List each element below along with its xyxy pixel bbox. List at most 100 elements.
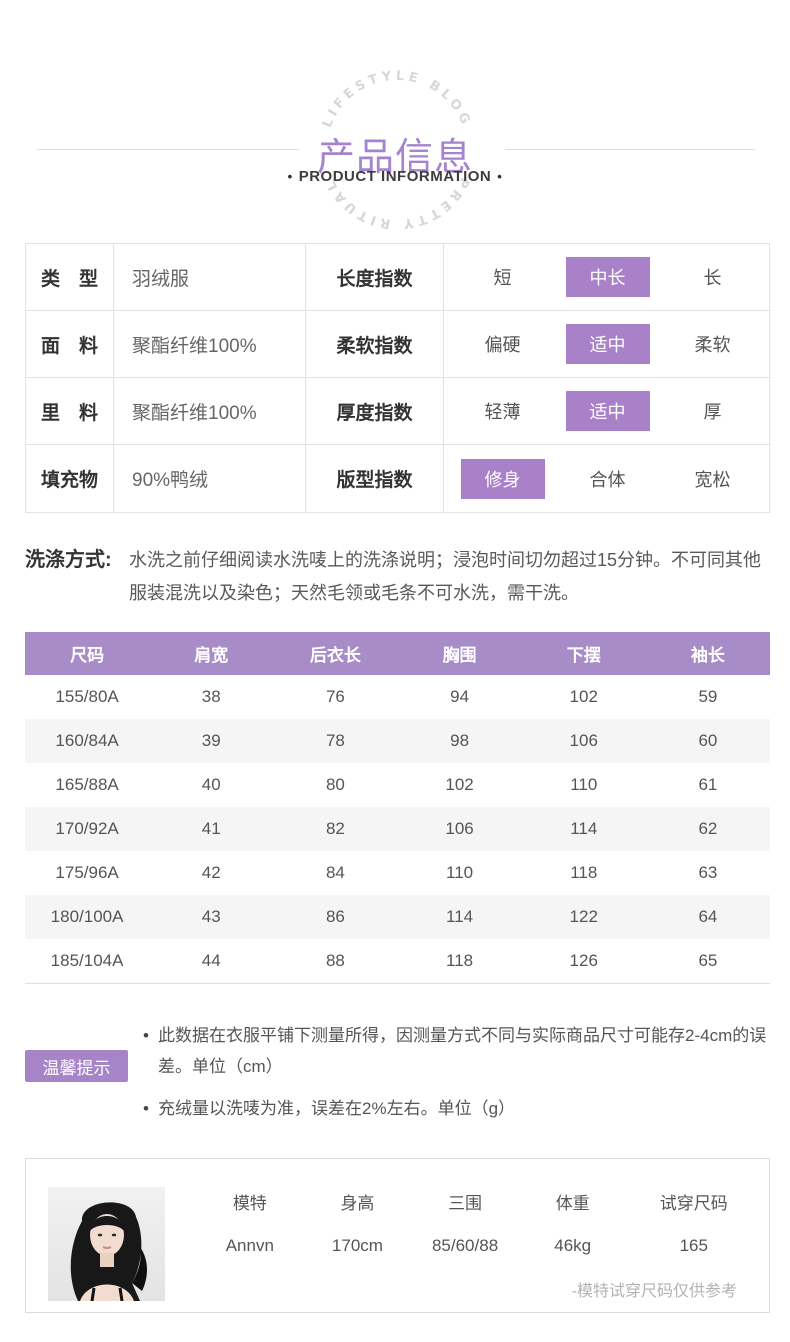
size-cell: 185/104A: [50, 951, 124, 970]
tip-item: • 充绒量以洗唛为准，误差在2%左右。单位（g）: [143, 1093, 771, 1124]
size-cell: 44: [201, 951, 221, 970]
attr-value: 聚酯纤维100%: [114, 311, 306, 378]
page-subtitle-text: PRODUCT INFORMATION: [298, 168, 492, 185]
size-header-cell: 尺码: [70, 646, 105, 665]
size-cell: 84: [325, 863, 345, 882]
size-cell: 175/96A: [55, 863, 119, 882]
size-cell: 41: [201, 819, 221, 838]
washing-method-label: 洗涤方式:: [25, 549, 112, 571]
size-cell: 88: [325, 951, 345, 970]
washing-method-text: 水洗之前仔细阅读水洗唛上的洗涤说明；浸泡时间切勿超过15分钟。不可同其他服装混洗…: [129, 550, 762, 603]
subtitle-left-dot-icon: •: [287, 169, 293, 184]
size-cell: 110: [570, 775, 598, 794]
option-pill-selected: 中长: [565, 257, 650, 297]
size-cell: 114: [570, 819, 598, 838]
attr-options: 短 中长 长: [444, 244, 771, 311]
option-pill-selected: 修身: [460, 458, 545, 499]
attr-index-label: 长度指数: [306, 244, 444, 311]
attr-options: 偏硬 适中 柔软: [444, 311, 771, 378]
attribute-table: 类 型 羽绒服 长度指数 短 中长 长 面 料 聚酯纤维100% 柔软指数 偏硬…: [25, 243, 771, 513]
size-table-row: 160/84A 39 78 98 106 60: [25, 719, 770, 763]
size-cell: 80: [325, 775, 345, 794]
svg-text:LIFESTYLE BLOG: LIFESTYLE BLOG: [320, 69, 474, 130]
option-pill: 短: [493, 268, 512, 288]
size-table-row: 185/104A 44 88 118 126 65: [25, 939, 770, 983]
option-pill: 宽松: [694, 469, 731, 490]
size-cell: 61: [698, 775, 718, 794]
size-cell: 114: [446, 907, 474, 926]
size-cell: 122: [569, 907, 598, 926]
watermark-ring: LIFESTYLE BLOG PRETTY RITUAL: [320, 69, 474, 231]
model-stat-value: 165: [679, 1236, 708, 1255]
size-cell: 98: [450, 731, 470, 750]
attr-label: 填充物: [26, 445, 114, 512]
size-cell: 180/100A: [50, 907, 124, 926]
size-cell: 170/92A: [55, 819, 119, 838]
option-pill-selected: 适中: [565, 391, 650, 431]
size-header-cell: 后衣长: [309, 646, 361, 665]
page-title: 产品信息: [316, 137, 473, 179]
size-cell: 78: [325, 731, 345, 750]
size-header-cell: 肩宽: [194, 646, 229, 665]
size-cell: 63: [698, 863, 718, 882]
size-header-cell: 下摆: [566, 646, 601, 665]
option-pill-selected: 适中: [565, 324, 650, 364]
size-table: 尺码 肩宽 后衣长 胸围 下摆 袖长 155/80A 38 76 94 102 …: [25, 632, 770, 984]
tips-list: • 此数据在衣服平铺下测量所得，因测量方式不同与实际商品尺寸可能存2-4cm的误差…: [143, 1020, 771, 1135]
title-divider-right: [505, 149, 755, 150]
model-stat-value: Annvn: [225, 1236, 274, 1255]
size-header-cell: 胸围: [442, 646, 477, 665]
attr-value: 90%鸭绒: [114, 445, 306, 512]
attr-options: 轻薄 适中 厚: [444, 378, 771, 445]
option-pill: 长: [703, 268, 722, 288]
attr-label: 里 料: [26, 378, 114, 445]
size-cell: 118: [570, 863, 598, 882]
option-pill: 轻薄: [484, 402, 521, 422]
size-cell: 118: [446, 951, 474, 970]
option-pill: 柔软: [694, 335, 731, 355]
model-stat: 三围 85/60/88: [411, 1159, 519, 1312]
size-cell: 165/88A: [55, 775, 119, 794]
size-cell: 106: [445, 819, 474, 838]
tip-text: 充绒量以洗唛为准，误差在2%左右。单位（g）: [158, 1099, 516, 1118]
size-cell: 38: [201, 687, 221, 706]
size-cell: 155/80A: [55, 687, 119, 706]
model-note: -模特试穿尺码仅供参考: [571, 1283, 737, 1300]
attr-index-label: 厚度指数: [306, 378, 444, 445]
model-stat-label: 体重: [555, 1194, 590, 1213]
size-cell: 64: [698, 907, 718, 926]
attr-label: 面 料: [26, 311, 114, 378]
size-table-row: 180/100A 43 86 114 122 64: [25, 895, 770, 939]
model-stat-value: 46kg: [554, 1236, 592, 1255]
model-stat: 模特 Annvn: [196, 1159, 304, 1312]
size-table-header-row: 尺码 肩宽 后衣长 胸围 下摆 袖长: [25, 632, 770, 675]
attr-value: 羽绒服: [114, 244, 306, 311]
model-stat: 试穿尺码 165: [627, 1159, 762, 1312]
attr-label: 类 型: [26, 244, 114, 311]
bullet-dot-icon: •: [143, 1026, 149, 1045]
attr-value: 聚酯纤维100%: [114, 378, 306, 445]
size-cell: 42: [201, 863, 221, 882]
option-pill: 厚: [703, 402, 722, 422]
size-header-cell: 袖长: [690, 646, 725, 665]
model-stat: 身高 170cm: [304, 1159, 412, 1312]
size-cell: 102: [445, 775, 474, 794]
size-cell: 94: [450, 687, 470, 706]
size-cell: 60: [698, 731, 718, 750]
model-stat-label: 身高: [340, 1194, 375, 1213]
model-stat-value: 85/60/88: [431, 1236, 499, 1255]
title-divider-left: [37, 149, 299, 150]
model-stat-label: 三围: [448, 1194, 483, 1213]
size-cell: 59: [698, 687, 718, 706]
tip-item: • 此数据在衣服平铺下测量所得，因测量方式不同与实际商品尺寸可能存2-4cm的误差…: [143, 1020, 771, 1082]
size-cell: 86: [325, 907, 345, 926]
attr-options: 修身 合体 宽松: [444, 445, 771, 512]
bullet-dot-icon: •: [143, 1099, 149, 1118]
size-cell: 110: [446, 863, 474, 882]
size-table-row: 155/80A 38 76 94 102 59: [25, 675, 770, 719]
model-stat-value: 170cm: [331, 1236, 383, 1255]
size-table-row: 175/96A 42 84 110 118 63: [25, 851, 770, 895]
size-cell: 39: [201, 731, 221, 750]
option-pill: 偏硬: [484, 335, 521, 355]
